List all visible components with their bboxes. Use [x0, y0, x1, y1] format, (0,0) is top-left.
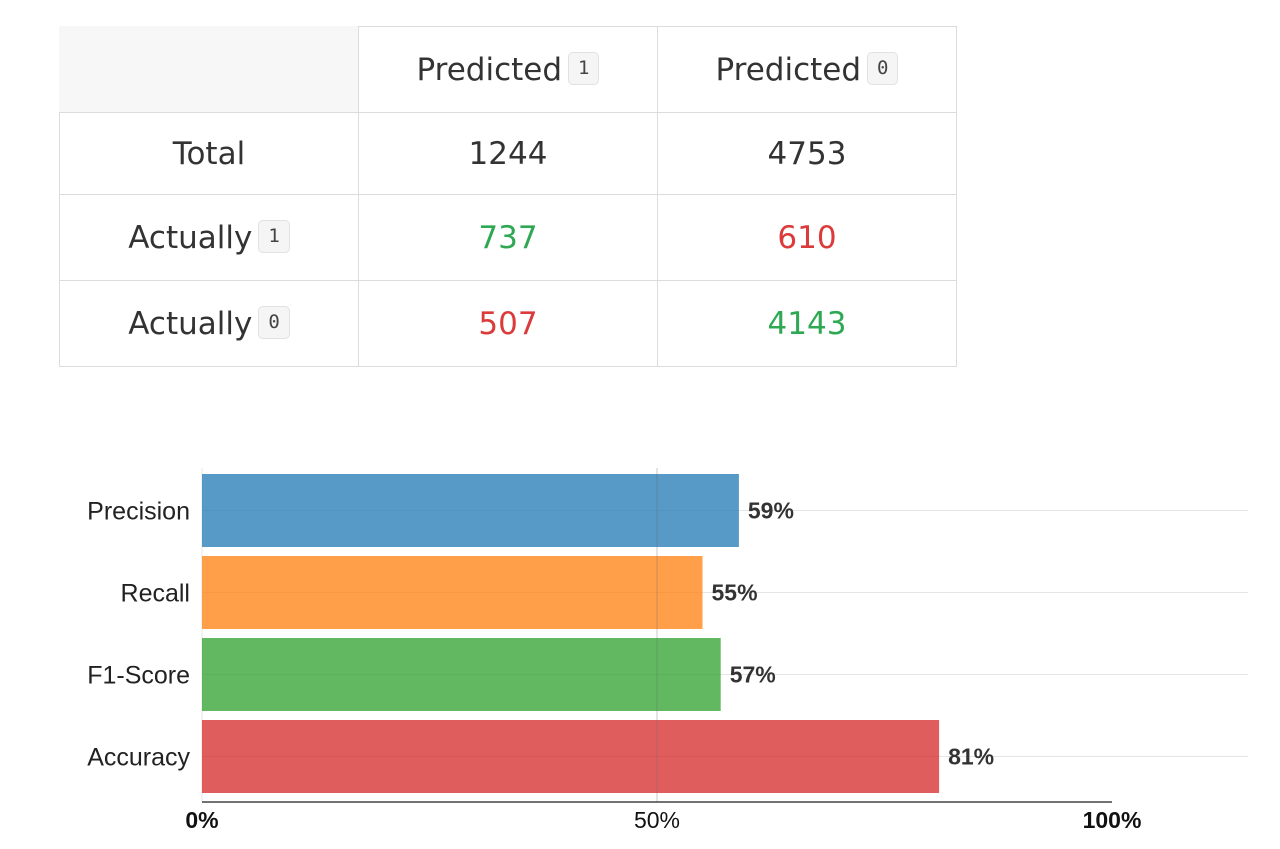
bar-recall [202, 556, 703, 629]
confusion-matrix-table: Predicted 1 Predicted 0 Total 1244 4753 Ac… [59, 26, 957, 367]
category-label: Precision [87, 498, 190, 526]
true-positive-cell: 737 [358, 194, 658, 281]
x-tick-label: 100% [1083, 807, 1142, 833]
value-label: 57% [730, 662, 776, 688]
actually-label: Actually [128, 219, 253, 256]
bar-precision [202, 474, 739, 547]
false-negative-cell: 610 [657, 194, 957, 281]
row-label-total: Total [59, 112, 359, 195]
actually-label: Actually [128, 305, 253, 342]
header-predicted-1: Predicted 1 [358, 26, 658, 113]
class-code-badge: 0 [867, 51, 899, 85]
total-predicted-1: 1244 [358, 112, 658, 195]
category-label: F1-Score [87, 662, 190, 690]
bar-f1-score [202, 638, 721, 711]
false-positive-cell: 507 [358, 280, 658, 367]
true-negative-cell: 4143 [657, 280, 957, 367]
actual-0-row: Actually 0 507 4143 [59, 280, 957, 367]
row-label-actual-0: Actually 0 [59, 280, 359, 367]
x-tick-label: 0% [185, 807, 218, 833]
class-code-badge: 0 [258, 305, 290, 339]
total-row: Total 1244 4753 [59, 112, 957, 195]
value-label: 55% [712, 580, 758, 606]
x-tick-label: 50% [634, 807, 680, 833]
bar-accuracy [202, 720, 940, 793]
value-label: 81% [948, 744, 994, 770]
row-label-actual-1: Actually 1 [59, 194, 359, 281]
metrics-bar-chart: Precision 59% Recall 55% F1-Score 57% Accuracy… [87, 468, 1248, 833]
corner-cell [59, 26, 359, 113]
class-code-badge: 1 [568, 51, 600, 85]
class-code-badge: 1 [258, 219, 290, 253]
category-label: Accuracy [87, 744, 190, 772]
actual-1-row: Actually 1 737 610 [59, 194, 957, 281]
predicted-label: Predicted [416, 51, 563, 88]
category-label: Recall [121, 580, 190, 608]
predicted-label: Predicted [715, 51, 862, 88]
value-label: 59% [748, 498, 794, 524]
header-row: Predicted 1 Predicted 0 [59, 26, 957, 113]
total-predicted-0: 4753 [657, 112, 957, 195]
header-predicted-0: Predicted 0 [657, 26, 957, 113]
